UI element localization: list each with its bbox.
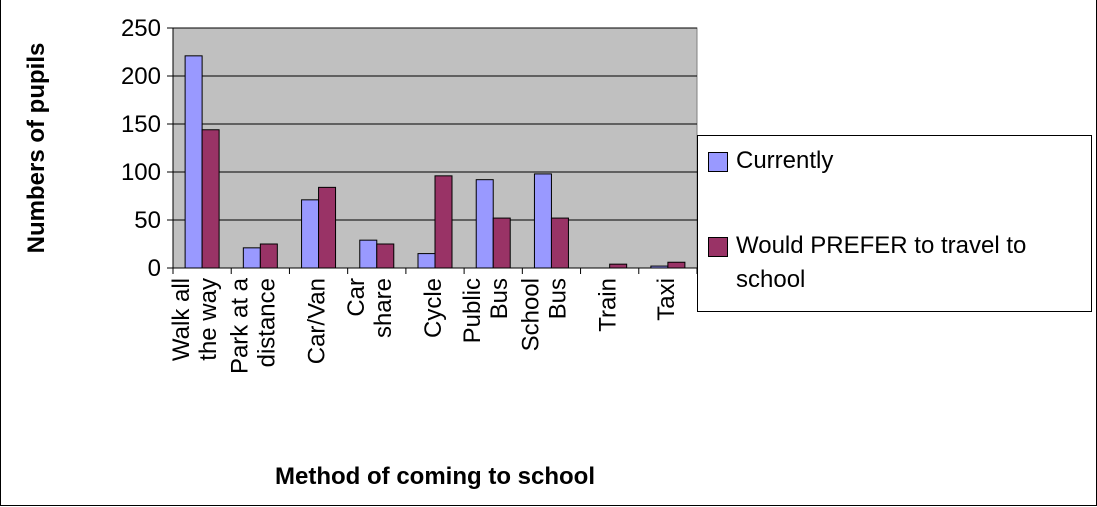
x-axis-title: Method of coming to school (275, 463, 595, 490)
bar-prefer (434, 175, 453, 269)
x-tick-label: Car/Van (304, 278, 331, 364)
bar-currently (301, 199, 320, 269)
bar-prefer (550, 217, 569, 269)
legend-item-currently: Currently (708, 144, 1096, 178)
y-tick-label: 0 (148, 255, 161, 282)
x-axis: Walk allthe way Park at adistance Car/Van C… (168, 267, 698, 374)
bar-currently (475, 179, 494, 269)
x-tick-label: Walk allthe way (168, 278, 222, 361)
bar-currently (417, 253, 436, 269)
bar-prefer (376, 243, 395, 269)
x-tick-label: Park at adistance (226, 277, 280, 374)
bar-currently (359, 239, 378, 269)
legend-swatch-prefer (708, 237, 728, 257)
y-tick-label: 250 (121, 15, 161, 42)
x-tick-label: Carshare (343, 278, 397, 338)
x-tick-label: SchoolBus (517, 278, 571, 351)
y-axis: 0 50 100 150 200 250 (121, 15, 174, 282)
legend-label: Currently (736, 147, 834, 174)
bar-prefer (318, 186, 337, 269)
y-tick-label: 100 (121, 159, 161, 186)
y-tick-label: 150 (121, 111, 161, 138)
bar-prefer (259, 243, 278, 269)
x-tick-label: Cycle (420, 278, 447, 338)
y-tick-label: 200 (121, 63, 161, 90)
bar-prefer (201, 129, 220, 269)
y-tick-label: 50 (134, 207, 161, 234)
legend-swatch-currently (708, 152, 728, 172)
bar-currently (184, 55, 203, 269)
legend-label: Would PREFER to travel to school (736, 232, 1027, 293)
legend: Currently Would PREFER to travel to scho… (697, 135, 1092, 312)
bar-prefer (667, 261, 686, 269)
x-tick-label: Train (595, 278, 622, 332)
bar-prefer (492, 217, 511, 269)
bar-prefer (609, 263, 628, 269)
bar-currently (533, 173, 552, 269)
legend-item-prefer: Would PREFER to travel to school (708, 229, 1096, 297)
x-tick-label: Taxi (653, 278, 680, 321)
y-axis-title: Numbers of pupils (23, 43, 50, 254)
bar-currently (242, 247, 261, 269)
x-tick-label: PublicBus (459, 278, 513, 343)
